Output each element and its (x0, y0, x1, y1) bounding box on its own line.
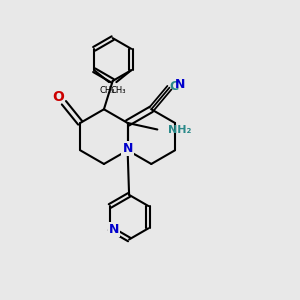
Text: CH₃: CH₃ (99, 86, 115, 95)
Text: C: C (169, 80, 178, 93)
Text: N: N (109, 223, 119, 236)
Text: NH₂: NH₂ (168, 125, 191, 135)
Text: N: N (122, 142, 133, 155)
Text: N: N (175, 78, 185, 91)
Text: CH₃: CH₃ (110, 86, 126, 95)
Text: O: O (52, 90, 64, 104)
